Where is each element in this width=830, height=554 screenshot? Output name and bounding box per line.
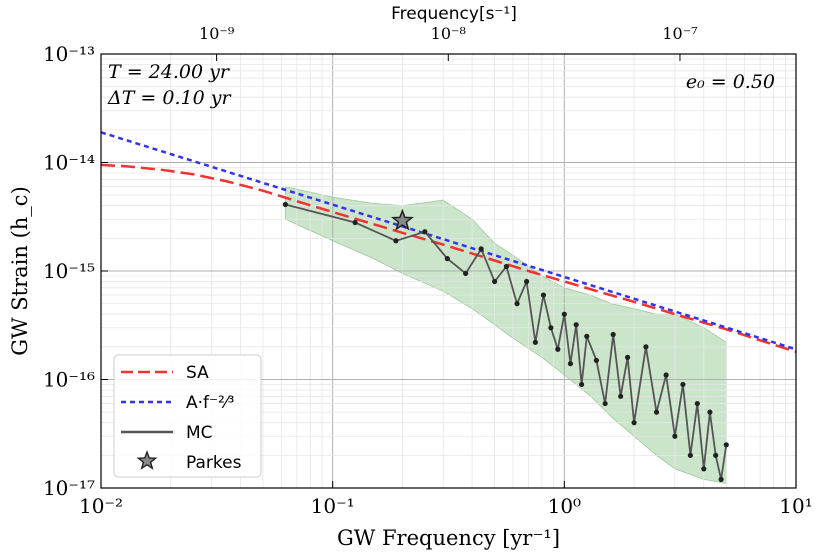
annotation-eccentricity: e₀ = 0.50	[686, 71, 775, 93]
mc-point	[561, 311, 567, 317]
parkes-star	[390, 208, 414, 231]
mc-point	[624, 354, 631, 360]
mc-point	[463, 270, 469, 277]
mc-point	[618, 393, 624, 399]
y-tick-label: 10⁻¹⁴	[43, 151, 95, 175]
mc-point	[567, 361, 574, 367]
mc-point	[701, 466, 707, 472]
annotations: T = 24.00 yr ΔT = 0.10 yr e₀ = 0.50	[107, 61, 775, 109]
mc-point	[282, 201, 288, 208]
mc-point	[444, 256, 450, 262]
mc-point	[593, 357, 599, 363]
mc-point	[503, 263, 510, 270]
mc-point	[573, 322, 579, 328]
mc-point	[713, 452, 719, 458]
legend: SA A·f⁻²⁄³ MC Parkes	[113, 354, 262, 478]
y-tick-label: 10⁻¹⁵	[43, 259, 95, 283]
mc-point	[643, 344, 649, 350]
legend-box	[113, 354, 262, 478]
mc-point	[723, 442, 729, 448]
x-axis-label: GW Frequency [yr⁻¹]	[337, 526, 560, 550]
annotation-duration: T = 24.00 yr	[108, 61, 231, 83]
x-tick-label: 10⁻¹	[311, 494, 355, 518]
annotation-cadence: ΔT = 0.10 yr	[107, 87, 232, 109]
mc-point	[422, 229, 428, 235]
mc-point	[555, 346, 561, 352]
mc-point	[687, 452, 693, 458]
mc-point	[524, 278, 530, 285]
y-tick-label: 10⁻¹⁶	[43, 368, 95, 392]
mc-point	[532, 339, 538, 345]
mc-point	[579, 381, 585, 388]
series-line-sa	[100, 163, 797, 353]
mc-point	[352, 219, 358, 226]
mc-point	[610, 331, 616, 338]
mc-point	[653, 409, 660, 415]
mc-point	[540, 292, 547, 298]
legend-star-marker	[136, 449, 158, 470]
top-tick-label: 10⁻⁷	[662, 24, 697, 43]
legend-label: Parkes	[186, 453, 242, 473]
x-tick-label: 10¹	[779, 494, 812, 518]
mc-point	[672, 433, 678, 439]
top-tick-label: 10⁻⁹	[199, 24, 235, 43]
mc-point	[602, 400, 608, 407]
y-axis-label: GW Strain (h_c)	[8, 186, 32, 356]
y-tick-label: 10⁻¹⁷	[43, 476, 95, 500]
chart-grid	[100, 54, 796, 489]
mc-point	[548, 325, 554, 331]
mc-confidence-band	[285, 186, 727, 484]
legend-label: A·f⁻²⁄³	[186, 393, 234, 413]
top-tick-label: 10⁻⁸	[431, 24, 466, 43]
y-tick-label: 10⁻¹³	[43, 42, 95, 66]
mc-point	[707, 409, 713, 415]
mc-point	[718, 476, 724, 483]
mc-point	[393, 238, 399, 244]
legend-label: SA	[186, 363, 209, 383]
mc-point	[491, 278, 498, 285]
mc-point	[680, 381, 686, 388]
series-line-mc	[285, 203, 728, 480]
x-tick-label: 10⁻²	[79, 494, 123, 518]
mc-point	[478, 246, 484, 252]
band-area	[285, 186, 727, 484]
series-line-powerlaw	[100, 131, 797, 351]
chart-series	[100, 131, 797, 483]
mc-point	[694, 400, 700, 407]
legend-label: MC	[186, 423, 213, 443]
mc-point	[663, 372, 669, 378]
mc-point	[584, 333, 590, 339]
mc-point	[514, 301, 520, 307]
x-tick-label: 10⁰	[548, 494, 581, 518]
top-axis-label: Frequency[s⁻¹]	[391, 4, 517, 24]
axis-ticks: 10⁻² 10⁻¹ 10⁰ 10¹ 10⁻¹⁷ 10⁻¹⁶ 10⁻¹⁵ 10⁻¹⁴ 10⁻¹³ 1…	[8, 4, 813, 550]
mc-point	[631, 420, 637, 426]
